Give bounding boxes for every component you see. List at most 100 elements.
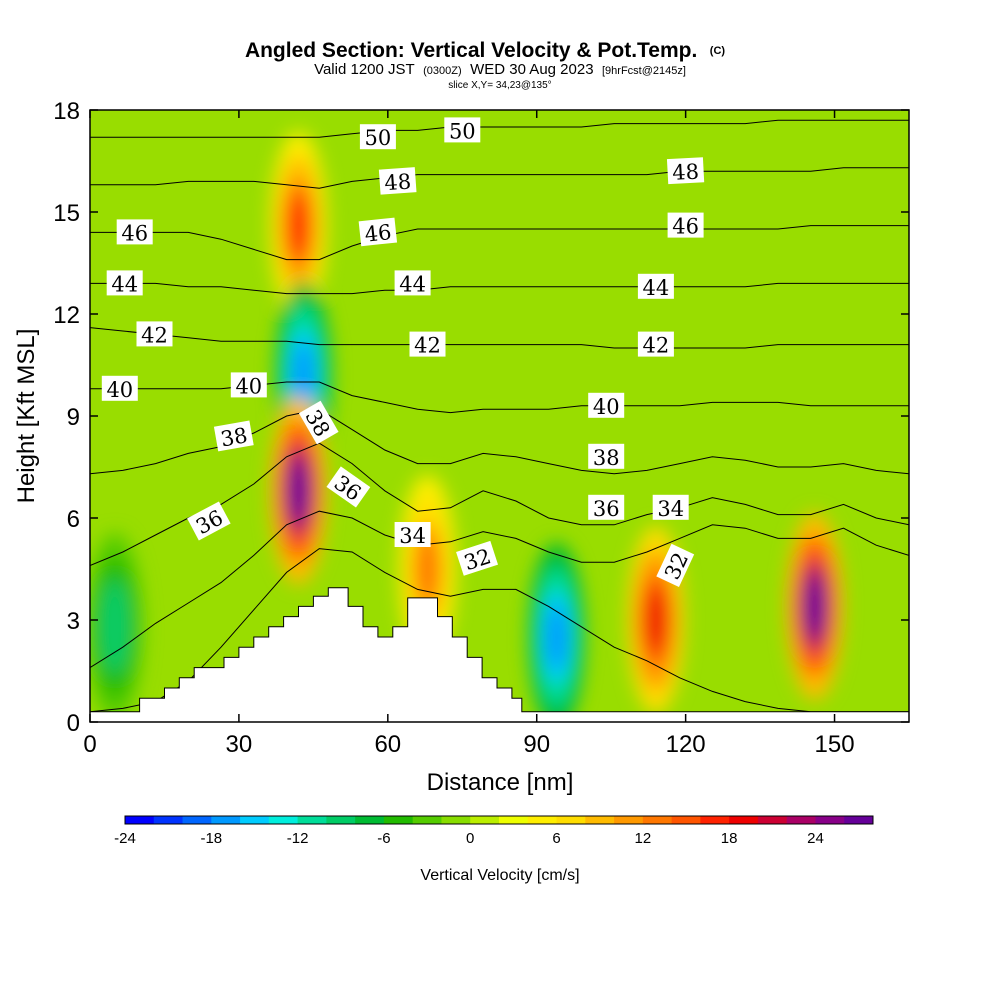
- velocity-cell: [417, 536, 438, 602]
- contour-label-text: 42: [414, 334, 441, 358]
- contour-label-text: 40: [106, 378, 133, 402]
- colorbar-swatch: [729, 816, 759, 824]
- colorbar-swatch: [355, 816, 385, 824]
- contour-label-box: [394, 522, 431, 547]
- contour-label-text: 38: [593, 446, 620, 470]
- contour-label-box: [136, 321, 173, 347]
- colorbar-swatch: [240, 816, 270, 824]
- colorbar-swatch: [441, 816, 471, 824]
- colorbar-swatch: [786, 816, 816, 824]
- y-tick-label: 3: [67, 608, 80, 635]
- contour-label-34: 34: [652, 494, 689, 521]
- y-tick-label: 9: [67, 404, 80, 431]
- contour-label-box: [637, 331, 674, 357]
- theta-contour-44: [90, 282, 909, 295]
- terrain: [90, 587, 909, 722]
- contour-label-box: [456, 540, 499, 576]
- title-date: WED 30 Aug 2023: [470, 61, 593, 78]
- chart-title: Angled Section: Vertical Velocity & Pot.…: [245, 39, 725, 91]
- contour-label-box: [637, 273, 674, 299]
- contour-label-box: [588, 392, 625, 418]
- colorbar-swatch: [499, 816, 529, 824]
- contour-label-box: [187, 501, 231, 541]
- y-tick-label: 18: [53, 98, 80, 125]
- colorbar-ticks: -24 -18 -12 -6 0 6 12 18 24: [114, 830, 824, 847]
- contour-label-box: [444, 117, 481, 143]
- svg-text:Valid 1200 JST (0300Z): Valid 1200 JST (0300Z) WED 30 Aug 2023 […: [314, 61, 686, 78]
- contour-label-box: [359, 124, 396, 150]
- colorbar-frame: [124, 815, 874, 825]
- theta-contour-46: [90, 225, 909, 261]
- velocity-cell: [546, 604, 567, 670]
- colorbar-tick-label: -12: [287, 830, 309, 847]
- contour-label-50: 50: [444, 117, 481, 143]
- contour-label-text: 50: [365, 126, 392, 150]
- contour-label-box: [588, 443, 625, 469]
- title-zulu-time: (0300Z): [423, 65, 462, 77]
- theta-contour-40: [90, 381, 909, 414]
- plot-area: 50 50 48 48 46 46 46 44 44 44 42 42 42 40 40 40 38 38 38 36…: [90, 110, 909, 722]
- y-axis-title: Height [Kft MSL]: [13, 329, 40, 504]
- contour-label-box: [358, 217, 398, 247]
- theta-contour-36: [90, 442, 909, 567]
- colorbar: [124, 815, 874, 825]
- x-tick-label: 90: [523, 731, 550, 758]
- colorbar-swatch: [757, 816, 788, 824]
- x-tick-label: 120: [666, 731, 706, 758]
- contour-label-text: 34: [399, 524, 426, 548]
- contour-label-box: [116, 219, 153, 245]
- velocity-field: [90, 131, 844, 722]
- title-main-suffix: (C): [710, 45, 726, 57]
- colorbar-tick-label: -6: [377, 830, 390, 847]
- contour-label-text: 34: [657, 497, 684, 521]
- x-axis: 0 30 60 90 120 150: [83, 110, 855, 758]
- colorbar-swatch: [700, 816, 730, 824]
- colorbar-swatch: [383, 816, 414, 824]
- plot-background: [90, 110, 909, 722]
- x-axis-title: Distance [nm]: [427, 769, 574, 796]
- contour-label-text: 46: [121, 221, 148, 245]
- velocity-cell: [288, 458, 309, 524]
- contour-label-36: 36: [588, 494, 625, 521]
- contour-label-42: 42: [136, 321, 173, 347]
- contour-label-box: [588, 494, 625, 520]
- contour-label-44: 44: [637, 273, 674, 300]
- y-tick-label: 12: [53, 302, 80, 329]
- colorbar-swatch: [671, 816, 701, 824]
- contour-label-34: 34: [394, 522, 431, 548]
- colorbar-swatch: [211, 816, 241, 824]
- colorbar-tick-label: 6: [552, 830, 560, 847]
- colorbar-swatch: [614, 816, 644, 824]
- velocity-cell: [293, 342, 314, 408]
- colorbar-swatch: [268, 816, 299, 824]
- velocity-cell: [645, 587, 667, 653]
- colorbar-swatch: [642, 816, 673, 824]
- contour-label-42: 42: [409, 331, 446, 358]
- theta-contour-50: [90, 119, 909, 138]
- title-forecast: [9hrFcst@2145z]: [602, 65, 686, 77]
- colorbar-swatch: [527, 816, 558, 824]
- colorbar-swatch: [182, 816, 212, 824]
- contour-label-42: 42: [637, 331, 674, 358]
- contour-label-box: [326, 466, 371, 508]
- contour-label-text: 42: [141, 323, 168, 347]
- theta-contour-48: [90, 167, 909, 189]
- colorbar-title: Vertical Velocity [cm/s]: [420, 867, 579, 884]
- velocity-cell: [804, 574, 825, 639]
- contour-label-40: 40: [101, 375, 138, 402]
- contour-label-text: 44: [399, 272, 426, 296]
- svg-text:Angled Section: Vertical Veloc: Angled Section: Vertical Velocity & Pot.…: [245, 39, 725, 62]
- velocity-cell: [288, 193, 309, 258]
- velocity-cell: [104, 594, 126, 660]
- contour-label-44: 44: [394, 270, 431, 296]
- contour-label-46: 46: [116, 219, 153, 245]
- contour-label-50: 50: [359, 124, 396, 150]
- contour-label-text: 38: [219, 423, 249, 451]
- contour-label-text: 48: [384, 169, 412, 195]
- contour-label-38: 38: [213, 420, 254, 452]
- colorbar-swatch: [556, 816, 586, 824]
- contour-label-text: 44: [111, 272, 138, 296]
- contour-label-text: 44: [643, 276, 670, 300]
- contour-label-box: [101, 375, 138, 401]
- contour-label-box: [213, 420, 254, 452]
